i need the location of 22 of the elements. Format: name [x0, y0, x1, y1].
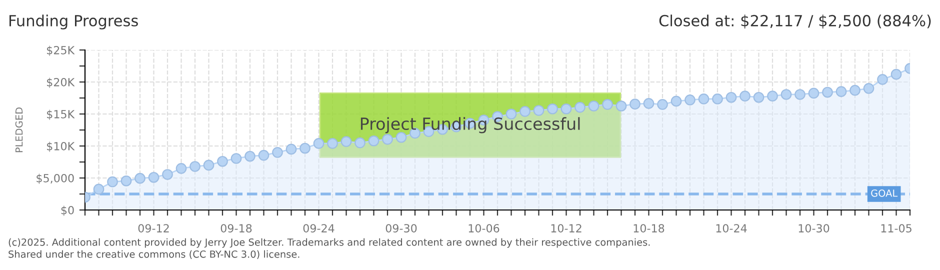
x-tick-label: 10-18 — [634, 224, 664, 232]
y-tick-label: $5,000 — [36, 174, 74, 184]
y-tick-label: $25K — [47, 46, 75, 56]
x-tick-label: 10-24 — [716, 224, 747, 232]
y-tick-label: $0 — [61, 206, 74, 216]
x-tick-label: 09-12 — [138, 224, 169, 232]
x-tick-label: 10-06 — [468, 224, 500, 232]
y-tick-label: $20K — [47, 78, 75, 88]
text: Shared under the creative commons (CC BY-NC 3.0) license. — [8, 250, 300, 259]
ref-line-label: GOAL — [871, 189, 898, 197]
x-tick-label: 09-18 — [220, 224, 252, 232]
x-tick-label: 10-30 — [798, 224, 830, 232]
x-tick-label: 09-30 — [386, 224, 417, 232]
y-axis-title: PLEDGED — [15, 108, 23, 152]
text: (c)2025. Additional content provided by Jerry Joe Seltzer. Trademarks and related content are owned by their respective companies. — [8, 238, 650, 248]
x-tick-label: 09-24 — [303, 224, 334, 232]
chart-title: Funding Progress — [10, 14, 138, 30]
x-tick-label: 11-05 — [881, 224, 912, 232]
y-tick-label: $10K — [47, 142, 75, 152]
y-tick-label: $15K — [47, 110, 75, 120]
x-tick-label: 10-12 — [551, 224, 582, 232]
chart-subtitle: Closed at: $22,117 / $2,500 (884%) — [659, 14, 931, 28]
